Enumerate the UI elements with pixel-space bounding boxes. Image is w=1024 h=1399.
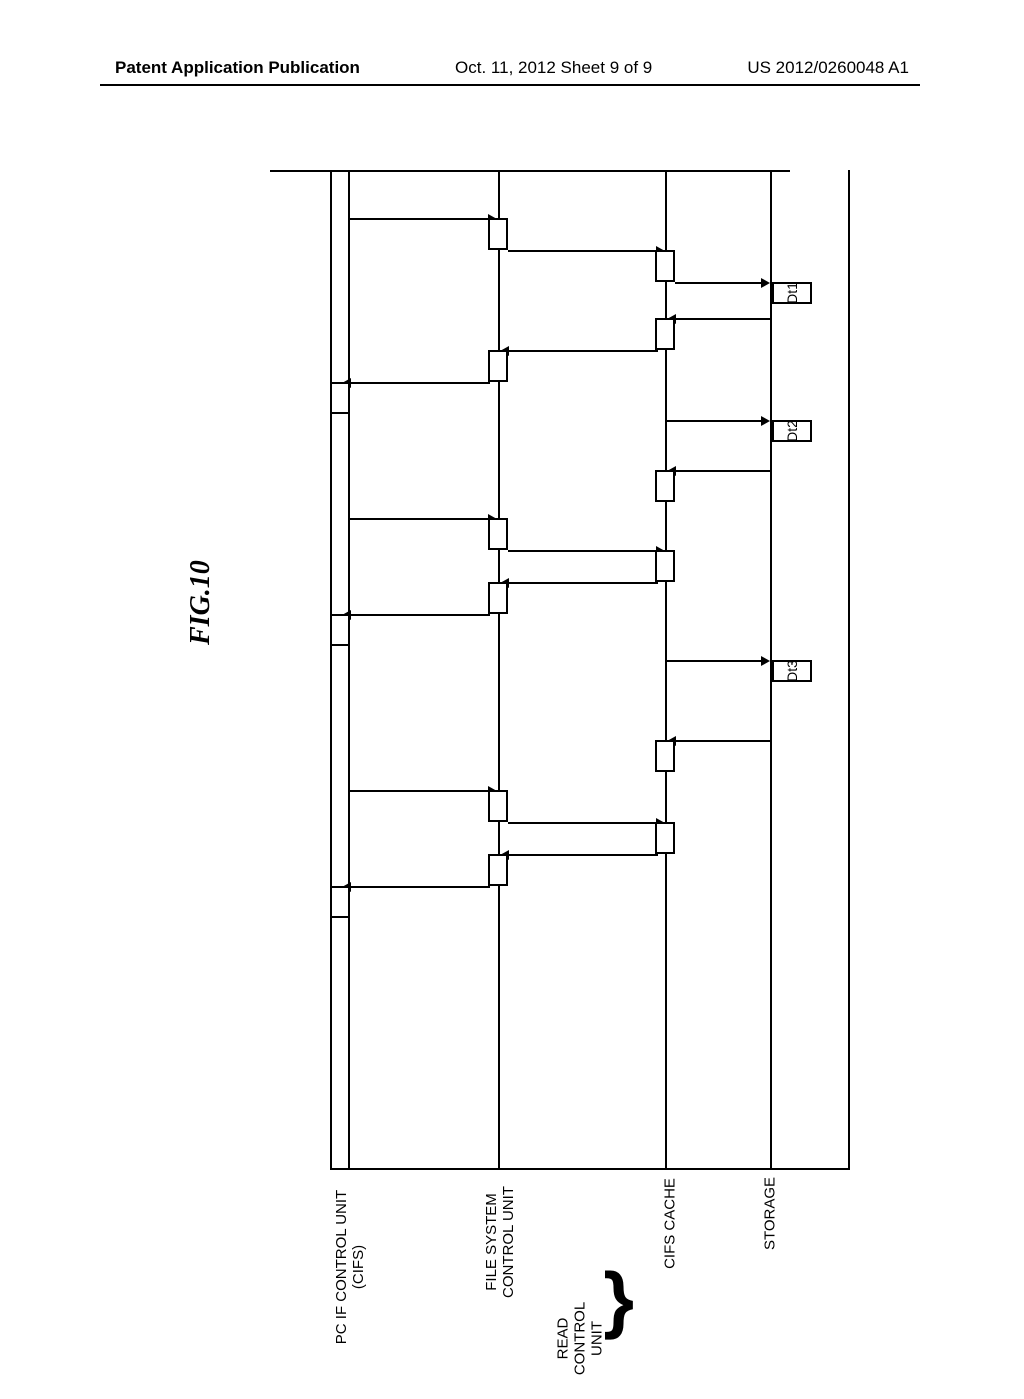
figure-label: FIG.10	[185, 560, 217, 645]
header-right: US 2012/0260048 A1	[747, 58, 909, 78]
activity-box	[330, 382, 350, 414]
label-rc-l1: READ	[555, 1318, 572, 1360]
msg-arrow	[350, 382, 490, 384]
activity-box	[330, 614, 350, 646]
dt1-label: Dt1	[784, 282, 800, 304]
msg-arrow	[508, 550, 658, 552]
lane-line-file-system	[498, 170, 500, 1168]
msg-arrow	[667, 660, 763, 662]
msg-arrow	[675, 318, 770, 320]
header-left: Patent Application Publication	[115, 58, 360, 78]
label-pc-if-l1: PC IF CONTROL UNIT	[333, 1190, 350, 1344]
arrow-head-icon	[761, 656, 770, 666]
label-cache: CIFS CACHE	[662, 1178, 679, 1269]
msg-arrow	[508, 350, 658, 352]
label-storage-text: STORAGE	[762, 1177, 779, 1250]
msg-arrow	[350, 518, 490, 520]
label-cifs-cache: CIFS CACHE	[662, 1154, 679, 1294]
label-storage: STORAGE	[762, 1154, 779, 1274]
dt3-label: Dt3	[784, 660, 800, 682]
page-header: Patent Application Publication Oct. 11, …	[0, 58, 1024, 78]
axis-left	[330, 170, 332, 1168]
lane-line-pc-if	[348, 170, 350, 1168]
label-pc-if-l2: (CIFS)	[350, 1245, 367, 1289]
activity-box	[488, 218, 508, 250]
label-pc-if: PC IF CONTROL UNIT (CIFS)	[333, 1167, 367, 1367]
activity-box	[655, 470, 675, 502]
activity-box	[655, 250, 675, 282]
msg-arrow	[508, 250, 658, 252]
dt2-label: Dt2	[784, 420, 800, 442]
msg-arrow	[508, 822, 658, 824]
msg-arrow	[508, 854, 658, 856]
activity-box	[655, 550, 675, 582]
activity-box	[488, 790, 508, 822]
activity-box	[488, 350, 508, 382]
activity-box	[655, 740, 675, 772]
arrow-head-icon	[761, 416, 770, 426]
activity-box	[488, 854, 508, 886]
msg-arrow	[675, 282, 763, 284]
msg-arrow	[350, 886, 490, 888]
header-center: Oct. 11, 2012 Sheet 9 of 9	[455, 58, 652, 78]
msg-arrow	[350, 790, 490, 792]
msg-arrow	[675, 470, 770, 472]
activity-box	[655, 318, 675, 350]
activity-box	[488, 582, 508, 614]
axis-right	[848, 170, 850, 1168]
arrow-head-icon	[761, 278, 770, 288]
label-rc-l3: UNIT	[589, 1321, 606, 1356]
label-read-control: READ CONTROL UNIT	[555, 1279, 606, 1399]
activity-box	[488, 518, 508, 550]
msg-arrow	[508, 582, 658, 584]
activity-box	[330, 886, 350, 918]
activity-box	[655, 822, 675, 854]
label-rc-l2: CONTROL	[572, 1302, 589, 1375]
msg-arrow	[350, 614, 490, 616]
msg-arrow	[667, 420, 763, 422]
timing-diagram: PC IF CONTROL UNIT (CIFS) FILE SYSTEM CO…	[270, 170, 910, 1168]
header-rule	[100, 84, 920, 86]
msg-arrow	[675, 740, 770, 742]
msg-arrow	[350, 218, 490, 220]
